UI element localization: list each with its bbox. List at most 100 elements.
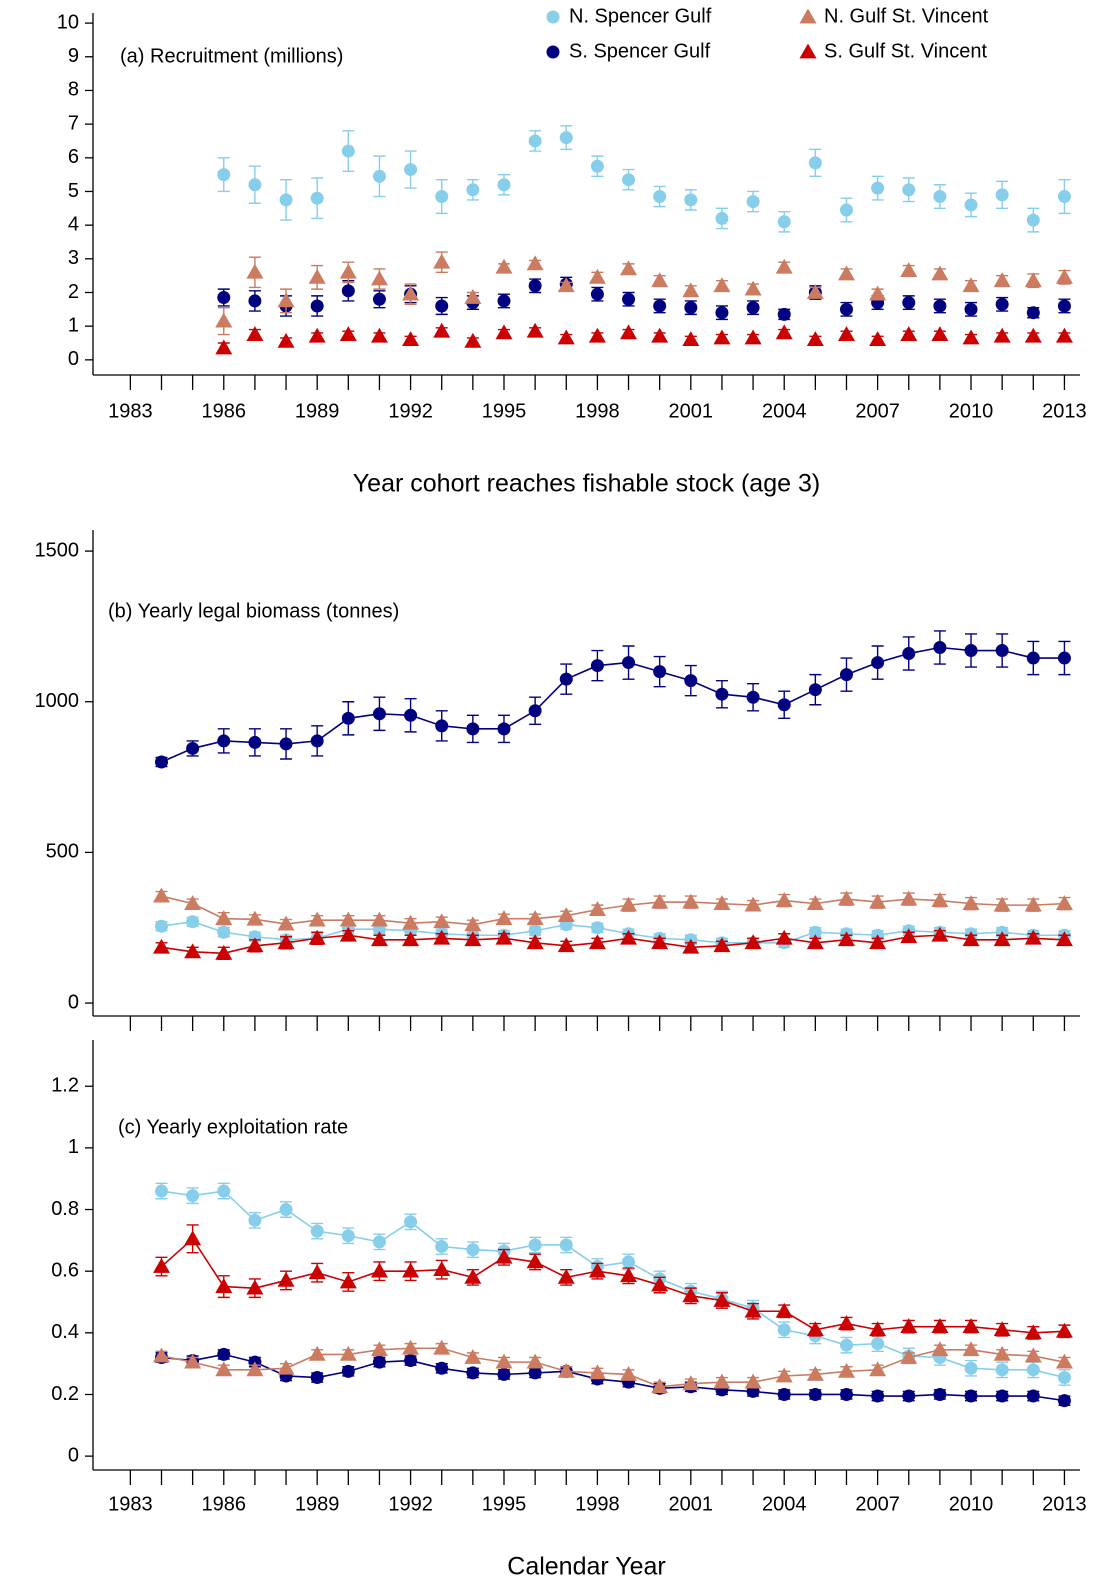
marker [526, 910, 544, 926]
marker [588, 1364, 606, 1380]
legend-marker [799, 43, 817, 59]
marker [370, 327, 388, 343]
marker [995, 297, 1009, 311]
marker [404, 163, 418, 177]
y-tick-label: 0 [68, 1444, 79, 1466]
marker [339, 911, 357, 927]
marker [806, 283, 824, 299]
y-tick-label: 0.2 [51, 1383, 79, 1405]
marker [495, 1353, 513, 1369]
marker [933, 641, 947, 655]
marker [1057, 299, 1071, 313]
marker [995, 644, 1009, 658]
x-tick-label: 1998 [575, 400, 620, 422]
marker [559, 131, 573, 145]
marker [682, 331, 700, 347]
legend-marker [799, 8, 817, 24]
marker [433, 929, 451, 945]
marker [931, 1318, 949, 1334]
marker [933, 190, 947, 204]
marker [869, 893, 887, 909]
marker [339, 1273, 357, 1289]
marker [775, 892, 793, 907]
marker [433, 1261, 451, 1277]
marker [435, 1361, 449, 1375]
marker [993, 1345, 1011, 1361]
marker [495, 929, 513, 945]
x-tick-label: 2004 [762, 1493, 807, 1515]
legend-label: S. Gulf St. Vincent [824, 40, 987, 62]
marker [497, 178, 511, 192]
marker [248, 735, 262, 749]
marker [435, 299, 449, 313]
x-tick-label: 2001 [669, 1493, 714, 1515]
marker [559, 1238, 573, 1252]
marker [651, 1378, 669, 1394]
marker [310, 1224, 324, 1238]
marker [933, 299, 947, 313]
marker [402, 285, 420, 301]
marker [1055, 268, 1073, 284]
marker [622, 292, 636, 306]
y-tick-label: 0 [68, 991, 79, 1013]
marker [964, 302, 978, 316]
marker [775, 929, 793, 945]
marker [622, 656, 636, 670]
marker [653, 665, 667, 679]
marker [1057, 190, 1071, 204]
x-axis-label: Year cohort reaches fishable stock (age … [353, 470, 820, 498]
marker [1026, 213, 1040, 227]
marker [246, 263, 264, 279]
marker [217, 1184, 231, 1198]
marker [1024, 272, 1042, 288]
legend-label: N. Spencer Gulf [569, 5, 712, 27]
marker [433, 1339, 451, 1355]
marker [806, 1321, 824, 1337]
marker [777, 698, 791, 712]
marker [682, 938, 700, 954]
marker [684, 193, 698, 207]
marker [528, 279, 542, 293]
marker [620, 1365, 638, 1381]
marker [186, 915, 200, 929]
marker [682, 1287, 700, 1303]
marker [184, 1230, 202, 1246]
marker [588, 268, 606, 284]
marker [466, 722, 480, 736]
y-tick-label: 0.6 [51, 1259, 79, 1281]
marker [1055, 895, 1073, 910]
marker [651, 893, 669, 909]
marker [837, 890, 855, 906]
marker [433, 253, 451, 269]
y-tick-label: 5 [68, 180, 79, 202]
marker [713, 329, 731, 345]
x-tick-label: 2001 [669, 400, 714, 422]
y-tick-label: 10 [57, 11, 79, 33]
marker [557, 937, 575, 953]
marker [184, 943, 202, 959]
marker [341, 144, 355, 158]
marker [651, 934, 669, 950]
marker [277, 332, 295, 348]
marker [279, 737, 293, 751]
marker [433, 913, 451, 929]
marker [871, 181, 885, 195]
marker [339, 326, 357, 341]
marker [528, 704, 542, 718]
marker [902, 183, 916, 197]
x-tick-label: 2013 [1042, 1493, 1087, 1515]
marker [341, 1364, 355, 1378]
marker [1026, 306, 1040, 320]
marker [993, 896, 1011, 912]
marker [902, 1389, 916, 1403]
marker [684, 674, 698, 688]
x-tick-label: 1986 [202, 400, 247, 422]
marker [528, 1238, 542, 1252]
marker [775, 258, 793, 274]
series-line [161, 934, 1065, 955]
marker [869, 1321, 887, 1337]
marker [279, 1203, 293, 1217]
marker [590, 921, 604, 935]
marker [217, 291, 231, 305]
